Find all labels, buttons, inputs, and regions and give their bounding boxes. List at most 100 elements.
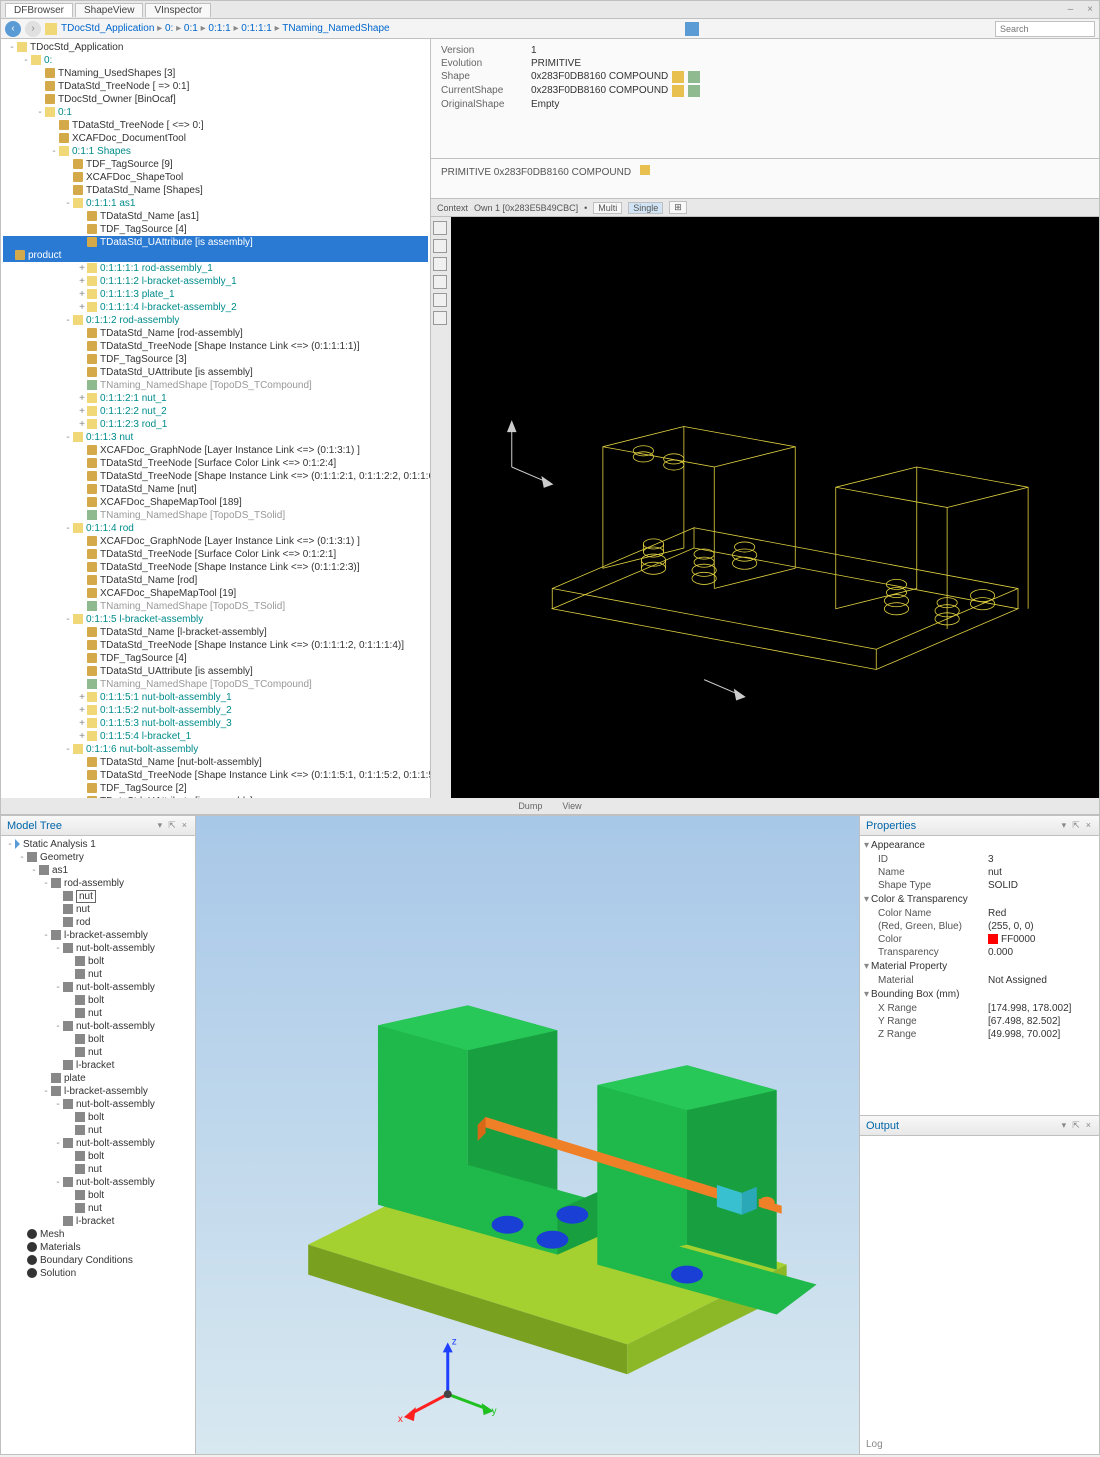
tree-node[interactable]: +0:1:1:5:1 nut-bolt-assembly_1 (3, 691, 428, 704)
tree-node[interactable]: TDataStd_TreeNode [Shape Instance Link <… (3, 340, 428, 353)
model-tree-node[interactable]: nut (3, 890, 193, 903)
model-tree-node[interactable]: -l-bracket-assembly (3, 1085, 193, 1098)
model-tree[interactable]: -Static Analysis 1-Geometry-as1-rod-asse… (1, 836, 195, 1454)
tree-node[interactable]: TDF_TagSource [3] (3, 353, 428, 366)
tree-node[interactable]: XCAFDoc_GraphNode [Layer Instance Link <… (3, 535, 428, 548)
tree-node[interactable]: -TDocStd_Application (3, 41, 428, 54)
extra-button[interactable]: ⊞ (669, 201, 687, 214)
tree-node[interactable]: TDataStd_UAttribute [is assembly] (3, 366, 428, 379)
tree-node[interactable]: XCAFDoc_ShapeTool (3, 171, 428, 184)
search-input[interactable] (995, 21, 1095, 37)
tree-node[interactable]: XCAFDoc_GraphNode [Layer Instance Link <… (3, 444, 428, 457)
rotate-icon[interactable] (433, 293, 447, 307)
close-icon[interactable]: × (1081, 4, 1099, 15)
tree-node[interactable]: -0:1:1:2 rod-assembly (3, 314, 428, 327)
tree-node[interactable]: +0:1:1:5:2 nut-bolt-assembly_2 (3, 704, 428, 717)
tree-node[interactable]: +0:1:1:2:2 nut_2 (3, 405, 428, 418)
tree-node[interactable]: TNaming_NamedShape [TopoDS_TCompound] (3, 678, 428, 691)
property-section[interactable]: ▾Color & Transparency (864, 892, 1095, 907)
close-icon[interactable]: × (1084, 820, 1093, 831)
dump-label[interactable]: Dump (518, 801, 542, 811)
tree-node[interactable]: TDF_TagSource [4] (3, 223, 428, 236)
model-tree-node[interactable]: nut (3, 968, 193, 981)
tree-node[interactable]: -0:1:1:5 l-bracket-assembly (3, 613, 428, 626)
model-tree-node[interactable]: -Static Analysis 1 (3, 838, 193, 851)
tree-node[interactable]: product (3, 249, 428, 262)
tree-node[interactable]: TDataStd_UAttribute [is assembly] (3, 236, 428, 249)
tree-node[interactable]: TDF_TagSource [4] (3, 652, 428, 665)
tree-node[interactable]: TDataStd_TreeNode [ <=> 0:] (3, 119, 428, 132)
model-tree-node[interactable]: bolt (3, 1033, 193, 1046)
property-section[interactable]: ▾Bounding Box (mm) (864, 987, 1095, 1002)
close-icon[interactable]: × (1084, 1120, 1093, 1131)
tree-node[interactable]: TDF_TagSource [2] (3, 782, 428, 795)
tree-node[interactable]: +0:1:1:1:3 plate_1 (3, 288, 428, 301)
tab-vinspector[interactable]: VInspector (145, 3, 211, 17)
model-tree-node[interactable]: -as1 (3, 864, 193, 877)
model-tree-node[interactable]: bolt (3, 994, 193, 1007)
pan-icon[interactable] (433, 275, 447, 289)
tree-node[interactable]: -0:1:1 Shapes (3, 145, 428, 158)
model-tree-node[interactable]: -nut-bolt-assembly (3, 1176, 193, 1189)
model-tree-node[interactable]: -nut-bolt-assembly (3, 1020, 193, 1033)
pin-icon[interactable]: ▾ (1060, 1120, 1069, 1131)
tree-node[interactable]: TDataStd_Name [Shapes] (3, 184, 428, 197)
tree-node[interactable]: TDataStd_Name [rod] (3, 574, 428, 587)
tree-node[interactable]: TDataStd_TreeNode [Shape Instance Link <… (3, 769, 428, 782)
ocaf-tree[interactable]: -TDocStd_Application-0:TNaming_UsedShape… (1, 39, 431, 798)
tree-node[interactable]: +0:1:1:5:3 nut-bolt-assembly_3 (3, 717, 428, 730)
view-label[interactable]: View (562, 801, 581, 811)
multi-button[interactable]: Multi (593, 202, 622, 214)
back-button[interactable]: ‹ (5, 21, 21, 37)
tree-node[interactable]: -0:1:1:1 as1 (3, 197, 428, 210)
model-tree-node[interactable]: nut (3, 1202, 193, 1215)
model-tree-node[interactable]: l-bracket (3, 1215, 193, 1228)
model-tree-node[interactable]: bolt (3, 1111, 193, 1124)
properties-body[interactable]: ▾AppearanceID3NamenutShape TypeSOLID▾Col… (860, 836, 1099, 1116)
pin-icon[interactable]: ▾ (1060, 820, 1069, 831)
pin2-icon[interactable]: ⇱ (1070, 820, 1082, 831)
model-tree-node[interactable]: nut (3, 1124, 193, 1137)
tree-node[interactable]: TDataStd_Name [nut-bolt-assembly] (3, 756, 428, 769)
tree-node[interactable]: TDataStd_Name [as1] (3, 210, 428, 223)
model-tree-node[interactable]: -l-bracket-assembly (3, 929, 193, 942)
property-section[interactable]: ▾Material Property (864, 959, 1095, 974)
model-tree-node[interactable]: bolt (3, 1150, 193, 1163)
select-icon[interactable] (433, 239, 447, 253)
tree-node[interactable]: +0:1:1:1:1 rod-assembly_1 (3, 262, 428, 275)
model-tree-node[interactable]: Mesh (3, 1228, 193, 1241)
model-tree-node[interactable]: l-bracket (3, 1059, 193, 1072)
model-tree-node[interactable]: -rod-assembly (3, 877, 193, 890)
model-tree-node[interactable]: nut (3, 1046, 193, 1059)
tree-node[interactable]: +0:1:1:1:4 l-bracket-assembly_2 (3, 301, 428, 314)
pin2-icon[interactable]: ⇱ (166, 820, 178, 831)
model-tree-node[interactable]: -nut-bolt-assembly (3, 1098, 193, 1111)
tree-node[interactable]: +0:1:1:2:1 nut_1 (3, 392, 428, 405)
tree-node[interactable]: -0:1 (3, 106, 428, 119)
model-tree-node[interactable]: -Geometry (3, 851, 193, 864)
tree-node[interactable]: TDataStd_TreeNode [Shape Instance Link <… (3, 639, 428, 652)
close-icon[interactable]: × (180, 820, 189, 831)
model-tree-node[interactable]: Materials (3, 1241, 193, 1254)
single-button[interactable]: Single (628, 202, 663, 214)
tree-node[interactable]: TDataStd_TreeNode [Surface Color Link <=… (3, 548, 428, 561)
tab-dfbrowser[interactable]: DFBrowser (5, 3, 73, 17)
tree-node[interactable]: -0:1:1:6 nut-bolt-assembly (3, 743, 428, 756)
tree-node[interactable]: TDataStd_Name [l-bracket-assembly] (3, 626, 428, 639)
model-tree-node[interactable]: bolt (3, 955, 193, 968)
tree-node[interactable]: -0: (3, 54, 428, 67)
pin-icon[interactable]: ▾ (156, 820, 165, 831)
model-tree-node[interactable]: nut (3, 903, 193, 916)
forward-button[interactable]: › (25, 21, 41, 37)
tree-node[interactable]: XCAFDoc_ShapeMapTool [19] (3, 587, 428, 600)
property-section[interactable]: ▾Appearance (864, 838, 1095, 853)
tree-node[interactable]: TDataStd_Name [rod-assembly] (3, 327, 428, 340)
model-tree-node[interactable]: nut (3, 1007, 193, 1020)
tree-node[interactable]: TDF_TagSource [9] (3, 158, 428, 171)
tree-node[interactable]: XCAFDoc_DocumentTool (3, 132, 428, 145)
3d-viewer-bottom[interactable]: z y x (196, 816, 859, 1454)
tree-node[interactable]: TDataStd_UAttribute [is assembly] (3, 665, 428, 678)
model-tree-node[interactable]: -nut-bolt-assembly (3, 981, 193, 994)
tree-node[interactable]: TDataStd_TreeNode [Shape Instance Link <… (3, 470, 428, 483)
fit-icon[interactable] (433, 221, 447, 235)
